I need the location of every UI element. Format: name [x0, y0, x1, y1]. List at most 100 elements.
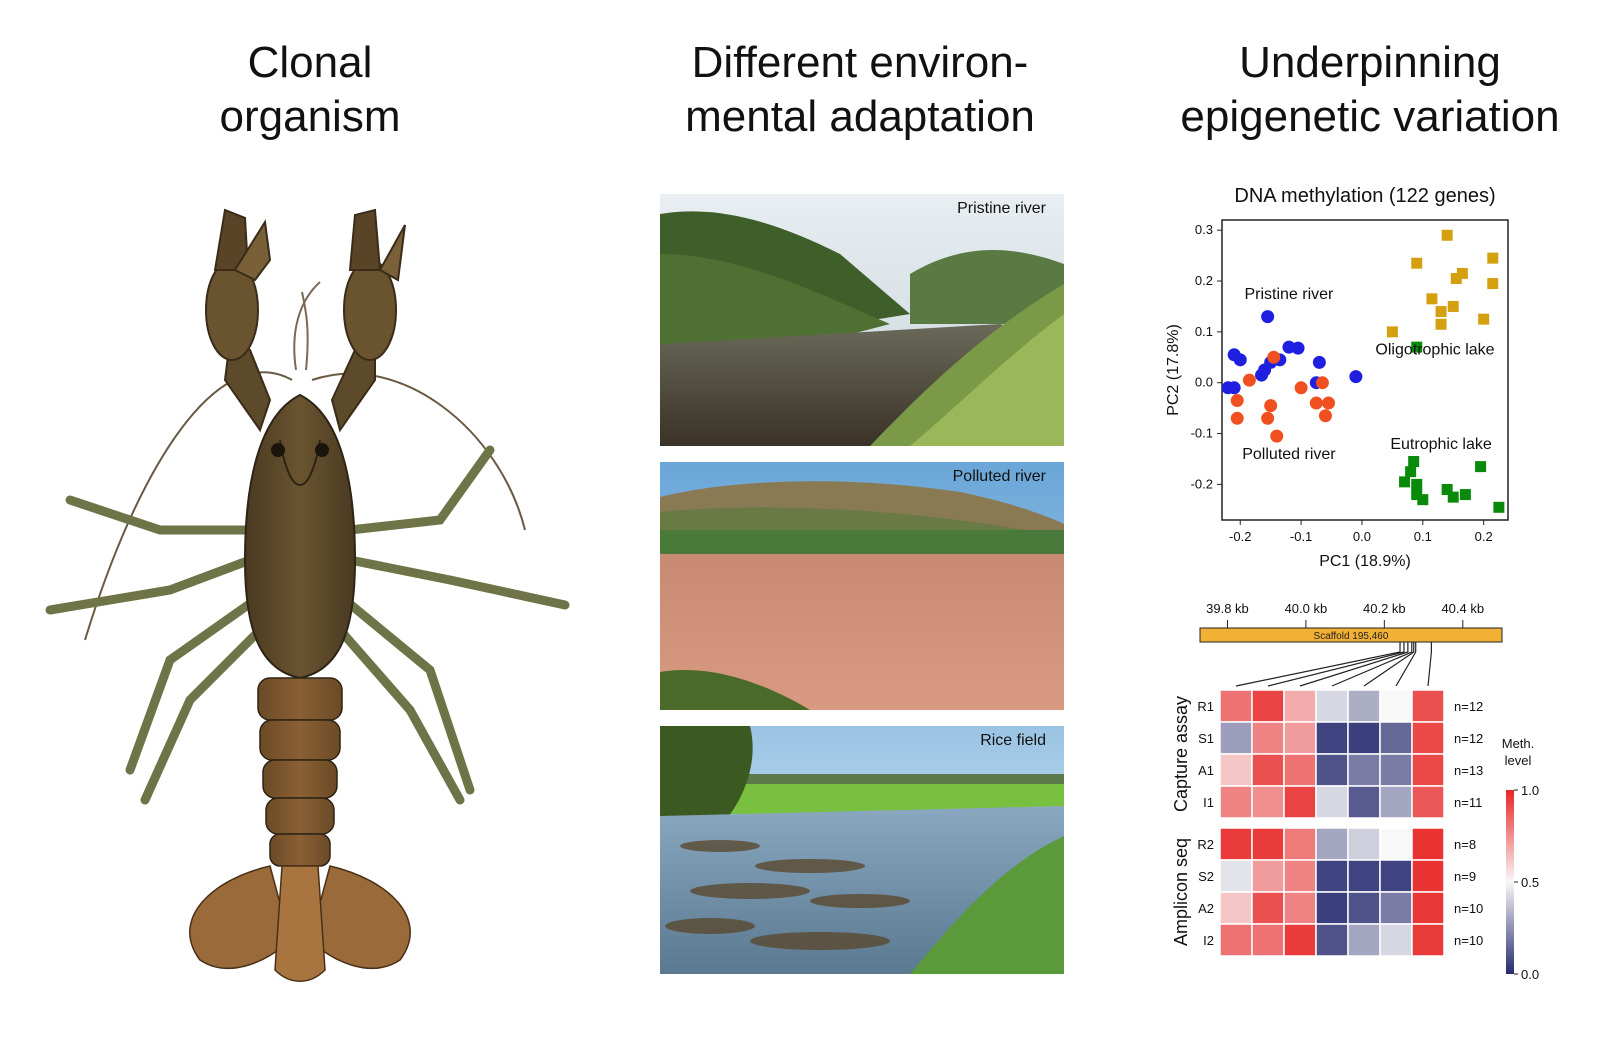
legend-title: Meth.: [1502, 736, 1535, 751]
heatmap-cell: [1251, 859, 1285, 893]
scatter-point: [1230, 394, 1244, 408]
row-label: R1: [1197, 699, 1214, 714]
heatmap-cell: [1219, 923, 1253, 957]
heatmap-cell: [1283, 721, 1317, 755]
scatter-point: [1309, 396, 1323, 410]
title-environmental-adaptation: Different environ- mental adaptation: [685, 38, 1035, 141]
heatmap-cell: [1347, 753, 1381, 787]
row-label: I2: [1203, 933, 1214, 948]
scaffold-label: Scaffold 195,460: [1314, 631, 1389, 642]
heatmap-cell: [1219, 859, 1253, 893]
photo-polluted-river: Polluted river: [660, 462, 1064, 710]
scatter-point: [1315, 376, 1329, 390]
scatter-point: [1456, 267, 1468, 279]
heatmap-cell: [1283, 689, 1317, 723]
heatmap-cell: [1251, 891, 1285, 925]
heatmap-cell: [1251, 827, 1285, 861]
scatter-point: [1441, 483, 1453, 495]
heatmap-cell: [1219, 785, 1253, 819]
group-name: Capture assay: [1171, 696, 1191, 812]
row-label: A1: [1198, 763, 1214, 778]
photo-label-pristine-river: Pristine river: [957, 200, 1046, 217]
scatter-xlabel: PC1 (18.9%): [1319, 553, 1411, 570]
y-tick-label: 0.1: [1195, 324, 1213, 339]
group-label: Oligotrophic lake: [1375, 342, 1494, 359]
heatmap-cell: [1379, 785, 1413, 819]
heatmap-cell: [1411, 721, 1445, 755]
scatter-point: [1270, 429, 1284, 443]
heatmap-cell: [1219, 827, 1253, 861]
scatter-point: [1411, 489, 1423, 501]
heatmap-cell: [1251, 785, 1285, 819]
heatmap-cell: [1411, 891, 1445, 925]
heatmap-cell: [1379, 859, 1413, 893]
heatmap-cell: [1283, 753, 1317, 787]
scatter-title: DNA methylation (122 genes): [1234, 185, 1495, 207]
scatter-point: [1475, 461, 1487, 473]
row-label: I1: [1203, 795, 1214, 810]
scatter-point: [1399, 476, 1411, 488]
row-count: n=11: [1454, 795, 1482, 810]
scaffold-bar: [1199, 627, 1503, 643]
scale-tick-label: 40.0 kb: [1285, 601, 1328, 616]
row-label: A2: [1198, 901, 1214, 916]
heatmap-cell: [1411, 689, 1445, 723]
heatmap-cell: [1379, 827, 1413, 861]
heatmap-cell: [1283, 785, 1317, 819]
row-count: n=12: [1454, 699, 1483, 714]
photo-label-polluted-river: Polluted river: [952, 468, 1046, 485]
row-count: n=8: [1454, 837, 1476, 852]
group-label: Polluted river: [1242, 446, 1336, 463]
y-tick-label: 0.3: [1195, 222, 1213, 237]
photo-rice-field: Rice field: [660, 726, 1064, 974]
scatter-point: [1441, 229, 1453, 241]
row-count: n=12: [1454, 731, 1483, 746]
cpg-connector: [1299, 642, 1409, 687]
pristine-river-scene: [660, 194, 1064, 446]
heatmap-cell: [1411, 923, 1445, 957]
scatter-point: [1408, 456, 1420, 468]
group-name: Amplicon seq: [1171, 838, 1191, 946]
scatter-point: [1261, 411, 1275, 425]
scatter-point: [1233, 353, 1247, 367]
y-tick-label: -0.1: [1191, 426, 1213, 441]
scatter-point: [1291, 341, 1305, 355]
heatmap-cell: [1315, 827, 1349, 861]
photo-label-rice-field: Rice field: [980, 732, 1046, 749]
cpg-connector: [1395, 642, 1417, 687]
scatter-point: [1487, 278, 1499, 290]
legend-tick-label: 0.5: [1521, 875, 1539, 890]
scatter-point: [1487, 252, 1499, 264]
scatter-point: [1321, 396, 1335, 410]
y-tick-label: 0.2: [1195, 273, 1213, 288]
heatmap-cell: [1379, 923, 1413, 957]
row-label: R2: [1197, 837, 1214, 852]
heatmap-cell: [1315, 785, 1349, 819]
pca-scatter-chart: DNA methylation (122 genes) -0.2 -0.1 0.0 0…: [1165, 185, 1509, 570]
scatter-point: [1242, 373, 1256, 387]
heatmap-cell: [1251, 753, 1285, 787]
scatter-point: [1447, 300, 1459, 312]
heatmap-cell: [1219, 891, 1253, 925]
heatmap-cell: [1379, 689, 1413, 723]
cpg-connector: [1331, 642, 1413, 687]
heatmap-cell: [1315, 859, 1349, 893]
scatter-point: [1411, 257, 1423, 269]
polluted-river-scene: [660, 462, 1064, 710]
heatmap-cell: [1219, 753, 1253, 787]
scatter-point: [1255, 368, 1269, 382]
scatter-point: [1493, 501, 1505, 513]
x-tick-label: 0.2: [1475, 529, 1493, 544]
legend-title: level: [1505, 753, 1532, 768]
x-tick-label: 0.1: [1414, 529, 1432, 544]
heatmap-cell: [1283, 923, 1317, 957]
legend-colorbar: [1506, 790, 1514, 974]
heatmap-cell: [1347, 689, 1381, 723]
heatmap-cell: [1251, 923, 1285, 957]
scale-tick-label: 40.4 kb: [1441, 601, 1484, 616]
scatter-ylabel: PC2 (17.8%): [1165, 324, 1182, 416]
scatter-point: [1450, 272, 1462, 284]
scatter-point: [1435, 306, 1447, 318]
row-count: n=10: [1454, 933, 1483, 948]
crayfish-illustration: [45, 208, 570, 982]
